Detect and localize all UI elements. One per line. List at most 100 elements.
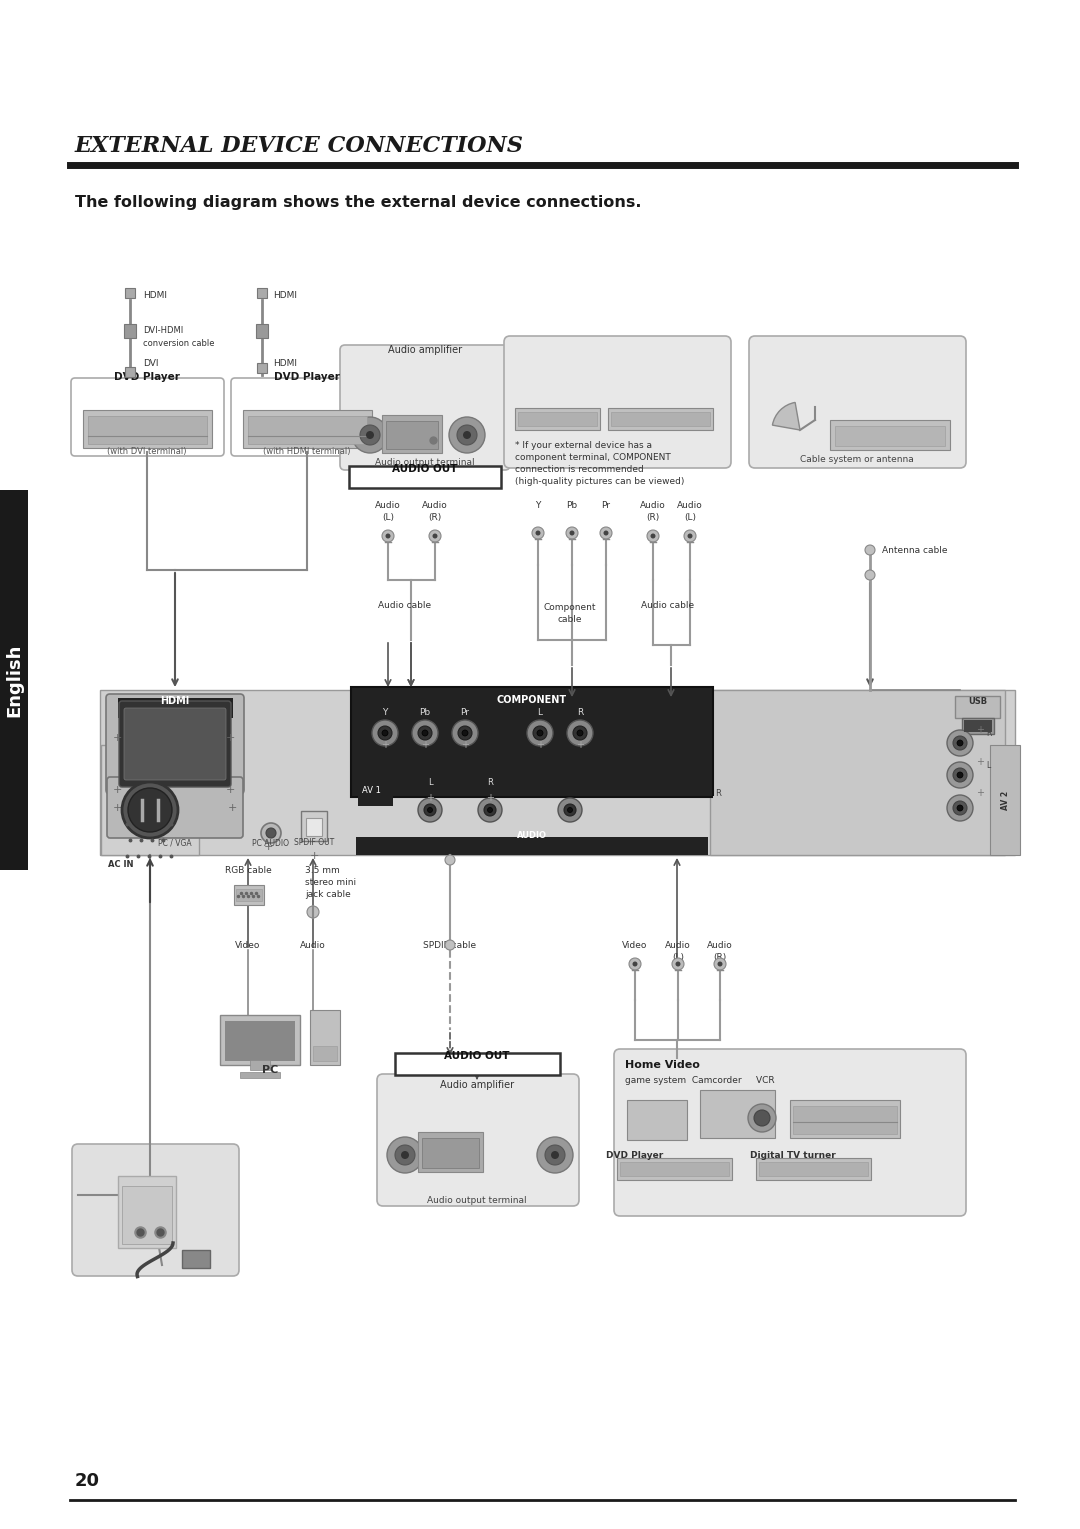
Bar bbox=[124, 324, 136, 338]
Circle shape bbox=[382, 531, 394, 541]
Text: AUDIO OUT: AUDIO OUT bbox=[444, 1050, 510, 1061]
Bar bbox=[955, 696, 1000, 719]
Circle shape bbox=[428, 807, 432, 812]
Text: Audio amplifier: Audio amplifier bbox=[388, 346, 462, 355]
Circle shape bbox=[865, 570, 875, 579]
Text: Component: Component bbox=[543, 602, 596, 612]
Text: * If your external device has a: * If your external device has a bbox=[515, 440, 652, 450]
Text: +: + bbox=[112, 803, 122, 813]
Circle shape bbox=[463, 431, 471, 439]
Text: Y: Y bbox=[536, 502, 541, 511]
Circle shape bbox=[536, 531, 540, 535]
Text: Audio output terminal: Audio output terminal bbox=[428, 1196, 527, 1205]
Circle shape bbox=[401, 1151, 409, 1159]
Text: game system  Camcorder     VCR: game system Camcorder VCR bbox=[625, 1076, 774, 1086]
Circle shape bbox=[432, 534, 437, 538]
Circle shape bbox=[453, 720, 478, 746]
Circle shape bbox=[266, 829, 276, 838]
Circle shape bbox=[566, 528, 578, 540]
Circle shape bbox=[957, 772, 963, 778]
Circle shape bbox=[478, 798, 502, 823]
Text: (with HDMI terminal): (with HDMI terminal) bbox=[264, 446, 351, 456]
Circle shape bbox=[429, 531, 441, 541]
Circle shape bbox=[567, 807, 572, 812]
FancyBboxPatch shape bbox=[301, 810, 327, 841]
Bar bbox=[964, 720, 993, 732]
Text: +: + bbox=[461, 740, 469, 751]
Bar bbox=[100, 690, 1015, 855]
Text: AV 1: AV 1 bbox=[362, 786, 381, 795]
Bar bbox=[756, 1157, 870, 1180]
Circle shape bbox=[261, 823, 281, 842]
Circle shape bbox=[865, 544, 875, 555]
Circle shape bbox=[387, 1138, 423, 1173]
Text: +: + bbox=[381, 740, 389, 751]
Text: AC IN: AC IN bbox=[108, 859, 134, 868]
Circle shape bbox=[395, 1145, 415, 1165]
Text: +: + bbox=[309, 852, 319, 861]
Circle shape bbox=[633, 962, 637, 966]
Text: Audio: Audio bbox=[707, 940, 733, 950]
Circle shape bbox=[458, 726, 472, 740]
Bar bbox=[356, 836, 708, 855]
Circle shape bbox=[462, 729, 468, 735]
Bar bbox=[710, 690, 1005, 855]
Text: Audio output terminal: Audio output terminal bbox=[375, 459, 475, 466]
Text: EXTERNAL DEVICE CONNECTIONS: EXTERNAL DEVICE CONNECTIONS bbox=[75, 135, 524, 157]
Bar bbox=[125, 287, 135, 298]
Circle shape bbox=[527, 720, 553, 746]
Text: Pb: Pb bbox=[419, 708, 431, 717]
Circle shape bbox=[569, 531, 575, 535]
Text: Video: Video bbox=[622, 940, 648, 950]
Bar bbox=[395, 1053, 561, 1075]
Circle shape bbox=[537, 1138, 573, 1173]
Text: L: L bbox=[538, 708, 542, 717]
Bar bbox=[118, 699, 233, 719]
Circle shape bbox=[577, 729, 583, 735]
Bar bbox=[418, 1131, 483, 1173]
Text: (R): (R) bbox=[714, 953, 727, 962]
Text: +: + bbox=[421, 740, 429, 751]
Circle shape bbox=[386, 534, 391, 538]
Circle shape bbox=[551, 1151, 559, 1159]
Bar bbox=[240, 1072, 280, 1078]
Circle shape bbox=[953, 735, 967, 751]
Bar bbox=[87, 416, 207, 443]
Bar bbox=[125, 367, 135, 378]
FancyBboxPatch shape bbox=[504, 336, 731, 468]
Text: SPDIF OUT: SPDIF OUT bbox=[294, 838, 334, 847]
Circle shape bbox=[534, 726, 546, 740]
Circle shape bbox=[567, 720, 593, 746]
Circle shape bbox=[564, 804, 576, 816]
Circle shape bbox=[418, 798, 442, 823]
Text: HDMI: HDMI bbox=[160, 696, 190, 706]
Bar bbox=[220, 1015, 300, 1066]
FancyBboxPatch shape bbox=[377, 1073, 579, 1206]
Text: DVI: DVI bbox=[143, 359, 159, 368]
Text: R: R bbox=[715, 789, 720, 798]
Bar bbox=[0, 489, 28, 870]
Circle shape bbox=[748, 1104, 777, 1131]
Circle shape bbox=[352, 417, 388, 453]
Text: connection is recommended: connection is recommended bbox=[515, 465, 644, 474]
Bar bbox=[313, 1046, 337, 1061]
Text: component terminal, COMPONENT: component terminal, COMPONENT bbox=[515, 453, 671, 462]
Text: +: + bbox=[264, 842, 272, 852]
Circle shape bbox=[445, 855, 455, 865]
Text: English: English bbox=[5, 644, 23, 717]
Circle shape bbox=[714, 959, 726, 969]
Text: PC / VGA: PC / VGA bbox=[158, 838, 192, 847]
Text: +: + bbox=[112, 784, 122, 795]
Bar bbox=[713, 797, 738, 810]
Bar bbox=[515, 408, 600, 430]
Bar bbox=[617, 1157, 732, 1180]
Bar bbox=[611, 411, 710, 427]
FancyBboxPatch shape bbox=[71, 378, 224, 456]
Text: HDMI: HDMI bbox=[273, 359, 297, 368]
Circle shape bbox=[947, 795, 973, 821]
Text: Home Video: Home Video bbox=[625, 1060, 700, 1070]
Circle shape bbox=[688, 534, 692, 538]
Circle shape bbox=[360, 425, 380, 445]
Bar bbox=[789, 1099, 900, 1138]
Text: PC AUDIO: PC AUDIO bbox=[253, 839, 289, 849]
